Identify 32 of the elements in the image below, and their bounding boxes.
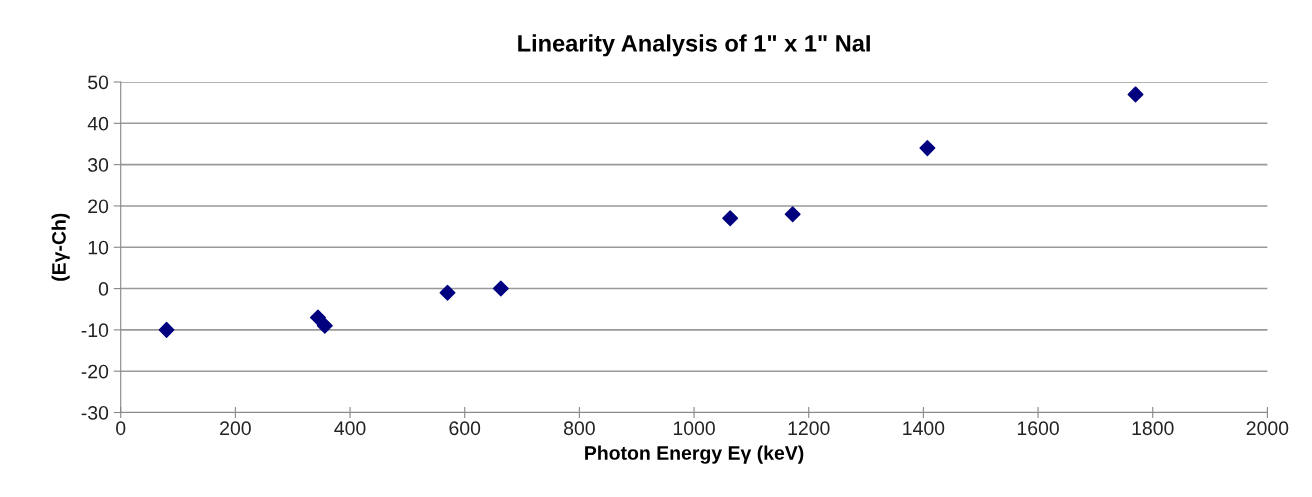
y-tick-label: -30 [81, 405, 109, 420]
point [1127, 86, 1144, 103]
x-tick-label: 1200 [788, 421, 830, 436]
x-tick-label: 400 [334, 421, 366, 436]
y-tick-label: 20 [88, 199, 109, 214]
y-tick-label: -10 [81, 323, 109, 338]
x-tick-label: 1400 [903, 421, 945, 436]
point [492, 280, 509, 297]
point [439, 284, 456, 301]
y-tick-label: -20 [81, 364, 109, 379]
x-tick-label: 200 [220, 421, 251, 436]
point [158, 321, 175, 338]
point [784, 206, 801, 223]
chart-title: Linearity Analysis of 1" x 1" NaI [518, 34, 870, 57]
x-tick-label: 1600 [1017, 421, 1059, 436]
x-axis-title: Photon Energy Eγ (keV) [585, 445, 804, 464]
x-tick-label: 800 [564, 421, 595, 436]
x-tick-label: 600 [449, 421, 481, 436]
x-tick-label: 0 [116, 421, 126, 436]
y-tick-label: 40 [87, 116, 109, 131]
point [919, 140, 936, 157]
x-tick-label: 1800 [1132, 421, 1174, 436]
y-tick-label: 0 [98, 282, 109, 296]
y-axis-title: (Eγ-Ch) [51, 213, 70, 281]
x-tick-label: 2000 [1246, 421, 1289, 436]
point [309, 309, 326, 326]
point [316, 317, 333, 334]
y-tick-label: 30 [88, 158, 109, 172]
y-tick-label: 50 [88, 75, 109, 90]
x-tick-label: 1000 [673, 421, 715, 436]
point [722, 210, 739, 227]
y-tick-label: 10 [88, 240, 109, 255]
